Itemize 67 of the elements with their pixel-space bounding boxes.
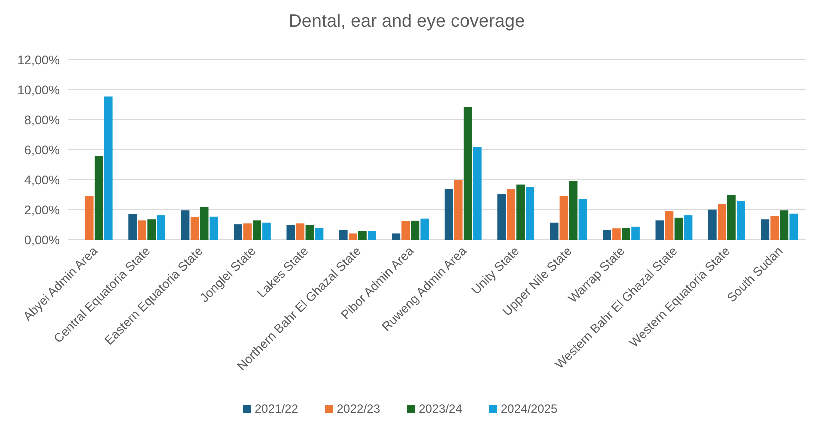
bar xyxy=(190,217,200,240)
bar xyxy=(411,220,420,240)
legend-label: 2021/22 xyxy=(255,402,299,416)
bar xyxy=(157,216,166,240)
bar xyxy=(104,96,113,240)
bar xyxy=(392,234,401,240)
bar xyxy=(718,204,726,240)
bar xyxy=(464,107,472,240)
bar xyxy=(612,228,621,240)
y-tick-label: 12,00% xyxy=(18,53,60,68)
bar xyxy=(560,196,568,240)
bar xyxy=(708,210,717,240)
bar xyxy=(262,222,271,240)
bar xyxy=(339,230,348,240)
bar xyxy=(761,220,770,240)
bar xyxy=(210,216,218,240)
bar xyxy=(402,221,410,240)
chart-title: Dental, ear and eye coverage xyxy=(288,11,526,31)
bar xyxy=(253,220,262,240)
bar xyxy=(454,180,463,240)
bar xyxy=(569,181,578,240)
y-tick-label: 4,00% xyxy=(24,173,60,188)
bar xyxy=(128,214,137,240)
legend-label: 2022/23 xyxy=(337,402,381,416)
bar xyxy=(507,189,516,240)
bar xyxy=(790,214,798,240)
bar xyxy=(656,220,664,240)
bar xyxy=(315,228,324,240)
bar xyxy=(94,156,104,240)
bar xyxy=(473,147,482,240)
bar xyxy=(296,224,305,240)
bar xyxy=(603,230,612,240)
y-tick-label: 0,00% xyxy=(24,233,60,248)
y-tick-label: 8,00% xyxy=(24,113,60,128)
bar xyxy=(674,218,684,240)
bar xyxy=(420,218,430,240)
bar xyxy=(348,234,358,240)
bar xyxy=(622,228,630,240)
bar xyxy=(770,216,780,240)
y-tick-label: 2,00% xyxy=(24,203,60,218)
bar xyxy=(737,201,746,240)
bar xyxy=(684,216,693,240)
bar xyxy=(728,195,736,240)
bar xyxy=(578,199,588,240)
bar xyxy=(306,225,314,240)
bar xyxy=(550,222,559,240)
bar xyxy=(200,207,209,240)
legend-label: 2023/24 xyxy=(419,402,463,416)
bar xyxy=(526,188,535,240)
bar xyxy=(85,196,94,240)
bar xyxy=(368,231,376,240)
legend-label: 2024/2025 xyxy=(501,402,558,416)
bar xyxy=(665,211,674,240)
bar xyxy=(181,210,190,240)
bar xyxy=(780,210,789,240)
bar xyxy=(498,194,506,240)
bar xyxy=(148,220,156,240)
y-tick-label: 6,00% xyxy=(24,143,60,158)
bar xyxy=(358,231,367,240)
bar xyxy=(286,225,296,240)
bar xyxy=(632,226,640,240)
bar xyxy=(244,224,252,240)
bar xyxy=(444,189,454,240)
bar xyxy=(234,224,242,240)
bar xyxy=(516,184,526,240)
bar xyxy=(138,220,146,240)
y-tick-label: 10,00% xyxy=(18,83,60,98)
